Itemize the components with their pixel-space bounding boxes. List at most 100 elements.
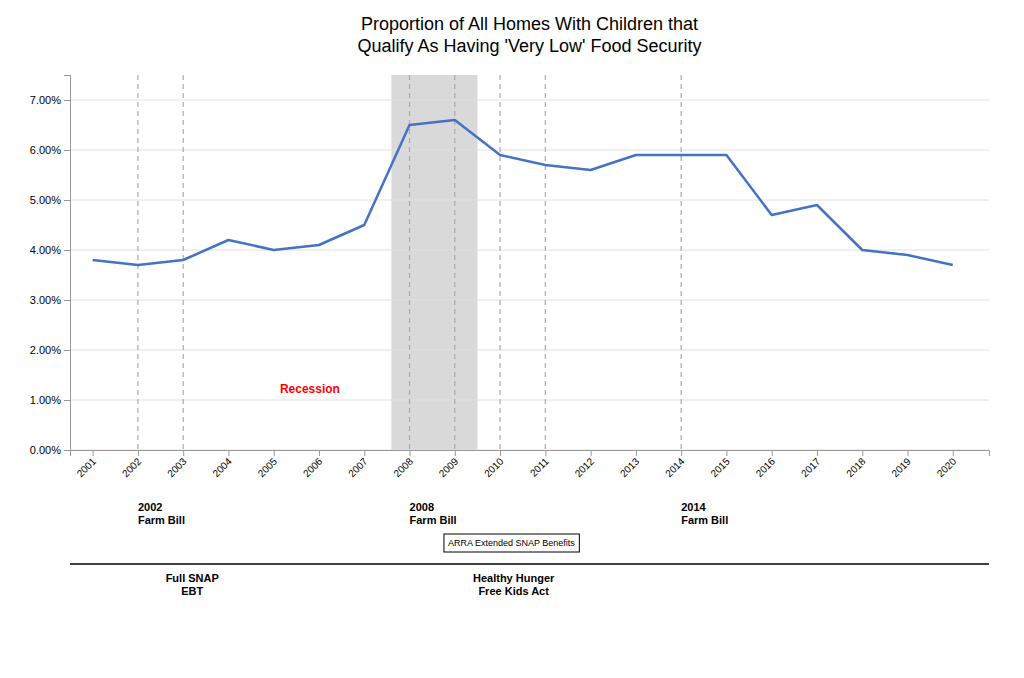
tick-label: 2013 xyxy=(618,455,642,479)
tick-label: 2020 xyxy=(935,455,959,479)
tick-label: 2005 xyxy=(256,455,280,479)
tick-mark xyxy=(183,450,184,456)
tick-mark xyxy=(591,450,592,456)
tick-mark xyxy=(953,450,954,456)
event-label-line: EBT xyxy=(181,585,203,597)
tick-label: 6.00% xyxy=(30,144,61,156)
x-tick: 2012 xyxy=(573,450,597,479)
tick-mark xyxy=(138,450,139,456)
y-tick: 4.00% xyxy=(30,244,70,256)
x-tick: 2002 xyxy=(120,450,144,479)
tick-mark xyxy=(64,250,70,251)
tick-label: 2016 xyxy=(754,455,778,479)
data-line xyxy=(93,120,953,265)
grid-line xyxy=(70,450,989,451)
tick-mark xyxy=(908,450,909,456)
tick-mark xyxy=(64,450,70,451)
event-label: 2008Farm Bill xyxy=(410,501,457,526)
tick-mark xyxy=(636,450,637,456)
annotation-box xyxy=(444,534,579,552)
tick-label: 0.00% xyxy=(30,444,61,456)
annotations: Recession xyxy=(280,382,340,396)
tick-mark xyxy=(772,450,773,456)
event-label: Healthy HungerFree Kids Act xyxy=(473,572,555,597)
tick-label: 2015 xyxy=(708,455,732,479)
x-tick: 2016 xyxy=(754,450,778,479)
x-tick: 2004 xyxy=(210,450,234,479)
tick-label: 2019 xyxy=(889,455,913,479)
x-tick: 2017 xyxy=(799,450,823,479)
reference-line xyxy=(454,75,455,450)
y-tick: 7.00% xyxy=(30,94,70,106)
tick-label: 2002 xyxy=(120,455,144,479)
event-label-line: 2008 xyxy=(410,501,434,513)
tick-label: 2018 xyxy=(844,455,868,479)
events-below: 2002Farm Bill2008Farm Bill2014Farm BillA… xyxy=(70,501,989,597)
y-tick: 1.00% xyxy=(30,394,70,406)
tick-mark xyxy=(817,450,818,456)
tick-label: 7.00% xyxy=(30,94,61,106)
tick-label: 2011 xyxy=(528,455,551,478)
reference-line xyxy=(545,75,546,450)
tick-label: 2001 xyxy=(75,455,99,479)
tick-mark xyxy=(500,450,501,456)
y-axis: 0.00% 1.00% 2.00% 3.00% 4.00% 5.00% 6.00% 7.00% xyxy=(30,76,71,457)
event-label-line: 2014 xyxy=(681,501,706,513)
event-label-line: Healthy Hunger xyxy=(473,572,555,584)
x-tick: 2006 xyxy=(301,450,325,479)
tick-label: 2017 xyxy=(799,455,823,479)
tick-label: 2012 xyxy=(573,455,597,479)
reference-line xyxy=(183,75,184,450)
reference-line xyxy=(137,75,138,450)
x-tick: 2015 xyxy=(708,450,732,479)
event-label-line: Farm Bill xyxy=(410,514,457,526)
x-tick: 2010 xyxy=(482,450,506,479)
y-tick: 5.00% xyxy=(30,194,70,206)
y-tick: 0.00% xyxy=(30,444,70,456)
tick-mark xyxy=(681,450,682,456)
title: Proportion of All Homes With Children th… xyxy=(357,14,701,56)
y-tick: 2.00% xyxy=(30,344,70,356)
x-tick: 2007 xyxy=(346,450,370,479)
grid-line xyxy=(70,150,989,151)
tick-label: 2003 xyxy=(165,455,189,479)
x-tick: 2011 xyxy=(528,450,551,479)
tick-mark xyxy=(64,150,70,151)
event-label: Full SNAPEBT xyxy=(166,572,219,597)
tick-label: 2.00% xyxy=(30,344,61,356)
grid-line xyxy=(70,300,989,301)
tick-mark xyxy=(455,450,456,456)
x-tick: 2009 xyxy=(437,450,461,479)
x-tick: 2001 xyxy=(75,450,99,479)
x-tick: 2020 xyxy=(935,450,959,479)
x-tick: 2005 xyxy=(256,450,280,479)
tick-mark xyxy=(64,350,70,351)
tick-mark xyxy=(64,200,70,201)
shaded-region xyxy=(391,75,477,450)
reference-line xyxy=(681,75,682,450)
tick-mark xyxy=(319,450,320,456)
event-label-line: Full SNAP xyxy=(166,572,219,584)
y-tick: 6.00% xyxy=(30,144,70,156)
grid-line xyxy=(70,350,989,351)
tick-mark xyxy=(93,450,94,456)
grid-line xyxy=(70,400,989,401)
tick-mark xyxy=(64,100,70,101)
annotation: Recession xyxy=(280,382,340,396)
tick-label: 3.00% xyxy=(30,294,61,306)
x-tick: 2003 xyxy=(165,450,189,479)
tick-mark xyxy=(726,450,727,456)
tick-label: 1.00% xyxy=(30,394,61,406)
tick-label: 2006 xyxy=(301,455,325,479)
tick-mark xyxy=(228,450,229,456)
event-label-line: 2002 xyxy=(138,501,162,513)
y-tick: 3.00% xyxy=(30,294,70,306)
event-label: 2002Farm Bill xyxy=(138,501,185,526)
event-label: 2014Farm Bill xyxy=(681,501,728,526)
chart: 2001 2002 2003 2004 2005 2006 2007 2008 2009 2010… xyxy=(0,0,1024,678)
tick-label: 2009 xyxy=(437,455,461,479)
reference-line xyxy=(499,75,500,450)
title-line: Proportion of All Homes With Children th… xyxy=(361,14,698,34)
reference-line xyxy=(409,75,410,450)
title-group: Proportion of All Homes With Children th… xyxy=(357,14,701,56)
